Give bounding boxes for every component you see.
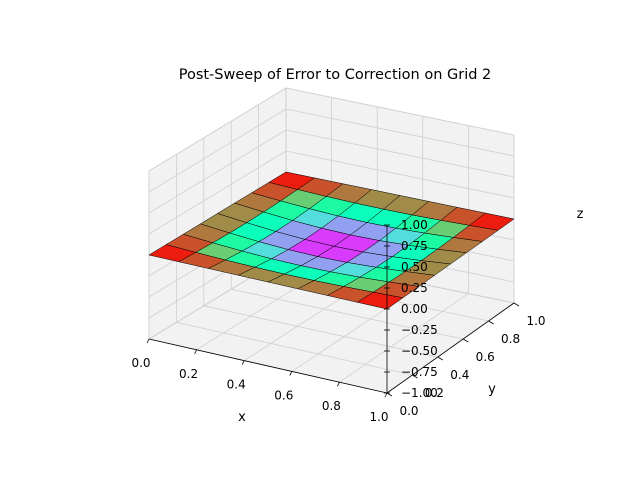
gridline-floor-y <box>203 305 438 358</box>
y-tick <box>437 356 444 361</box>
x-tick-label: 0.0 <box>131 356 150 370</box>
x-tick <box>384 392 388 398</box>
gridline-left-z <box>148 129 287 214</box>
gridline-left-z <box>148 87 287 172</box>
y-tick <box>462 338 469 343</box>
x-tick-label: 0.6 <box>274 388 293 402</box>
y-tick <box>386 392 393 397</box>
z-tick-label: 0.50 <box>401 260 428 274</box>
z-tick-label: −1.00 <box>401 386 438 400</box>
y-tick-label: 0.8 <box>501 332 520 346</box>
y-tick <box>488 320 494 325</box>
z-tick-label: 0.75 <box>401 239 428 253</box>
z-tick-label: −0.25 <box>401 323 438 337</box>
gridline-left-z <box>148 108 287 193</box>
gridline-floor-y <box>231 288 464 340</box>
y-axis-line <box>386 302 515 394</box>
gridline-floor-x <box>339 293 469 383</box>
x-tick-label: 1.0 <box>369 410 388 424</box>
x-tick-label: 0.8 <box>322 399 341 413</box>
x-axis-line <box>148 338 388 394</box>
y-axis-label: y <box>488 382 496 397</box>
chart-title: Post-Sweep of Error to Correction on Gri… <box>179 67 492 83</box>
surface-patch <box>357 291 404 310</box>
x-axis-label: x <box>238 410 246 425</box>
z-tick-label: 1.00 <box>401 218 428 232</box>
y-tick <box>412 374 418 379</box>
gridline-back-z <box>285 87 515 136</box>
y-tick <box>513 302 520 307</box>
y-tick-label: 0.4 <box>450 368 469 382</box>
axes: 0.0 0.2 0.4 0.6 0.8 1.0 0.0 0.2 0.4 0.6 0.8 1.0 −1.0… <box>131 218 545 424</box>
x-tick <box>289 371 293 376</box>
y-tick-label: 0.6 <box>476 350 495 364</box>
gridline-floor-y <box>176 322 413 376</box>
x-tick <box>337 382 340 387</box>
gridline-back-z <box>285 150 515 199</box>
x-tick <box>194 349 197 354</box>
y-tick-label: 0.2 <box>425 386 444 400</box>
y-tick-label: 1.0 <box>526 314 545 328</box>
x-tick <box>146 338 150 344</box>
x-tick <box>241 360 245 365</box>
x-tick-label: 0.4 <box>227 378 246 392</box>
y-tick-label: 0.0 <box>399 404 418 418</box>
gridline-back-z <box>285 129 515 178</box>
gridline-back-z <box>285 108 515 157</box>
z-tick-label: −0.50 <box>401 344 438 358</box>
x-tick-label: 0.2 <box>179 367 198 381</box>
gridline-left-z <box>148 150 287 235</box>
z-tick-label: 0.25 <box>401 281 428 295</box>
z-tick-label: 0.00 <box>401 302 428 316</box>
z-axis-label: z <box>577 207 584 222</box>
z-tick-label: −0.75 <box>401 365 438 379</box>
